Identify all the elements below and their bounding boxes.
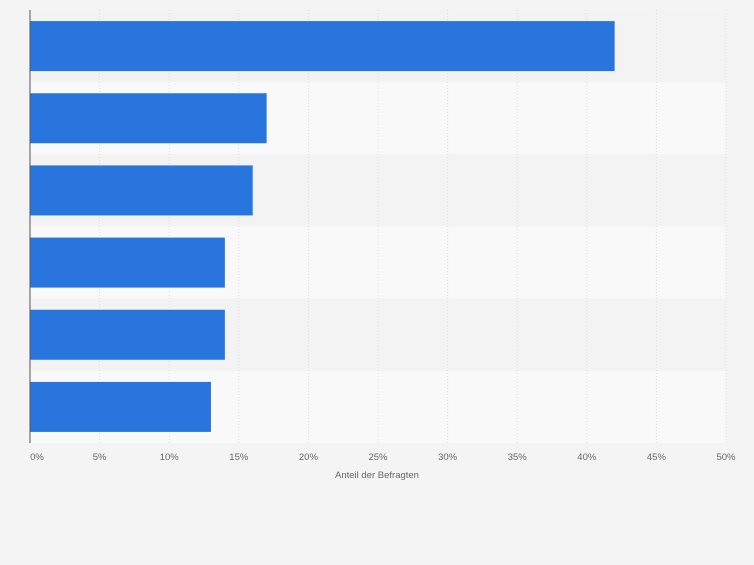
x-tick-label: 20% [299, 452, 319, 463]
bar[interactable] [30, 21, 615, 72]
bar[interactable] [30, 165, 253, 216]
x-tick-label: 10% [160, 452, 180, 463]
x-tick-label: 5% [93, 452, 107, 463]
bar[interactable] [30, 309, 225, 360]
bar[interactable] [30, 93, 267, 144]
gridlines [99, 10, 727, 443]
x-tick-label: 25% [368, 452, 388, 463]
x-tick-labels: 0% 5% 10% 15% 20% 25% 30% 35% 40% 45% 50% [30, 452, 736, 463]
x-tick-label: 45% [647, 452, 667, 463]
x-tick-label: 30% [438, 452, 458, 463]
x-tick-label: 35% [508, 452, 528, 463]
bar[interactable] [30, 237, 225, 288]
x-tick-label: 15% [229, 452, 249, 463]
x-tick-label: 0% [30, 452, 44, 463]
bars [30, 21, 615, 432]
x-tick-label: 50% [716, 452, 736, 463]
x-tick-label: 40% [577, 452, 597, 463]
bar[interactable] [30, 381, 211, 432]
x-axis-label: Anteil der Befragten [335, 470, 419, 481]
